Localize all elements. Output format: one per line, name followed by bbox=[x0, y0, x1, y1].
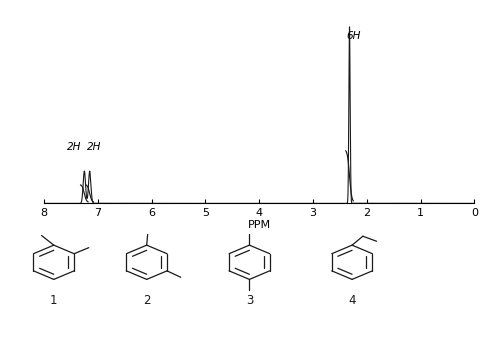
Text: 2H: 2H bbox=[87, 142, 101, 152]
Text: 3: 3 bbox=[245, 294, 253, 307]
Text: 4: 4 bbox=[347, 294, 355, 307]
Text: 2: 2 bbox=[142, 294, 150, 307]
Text: 6H: 6H bbox=[346, 31, 360, 41]
X-axis label: PPM: PPM bbox=[247, 220, 270, 230]
Text: 1: 1 bbox=[50, 294, 58, 307]
Text: 2H: 2H bbox=[67, 142, 81, 152]
